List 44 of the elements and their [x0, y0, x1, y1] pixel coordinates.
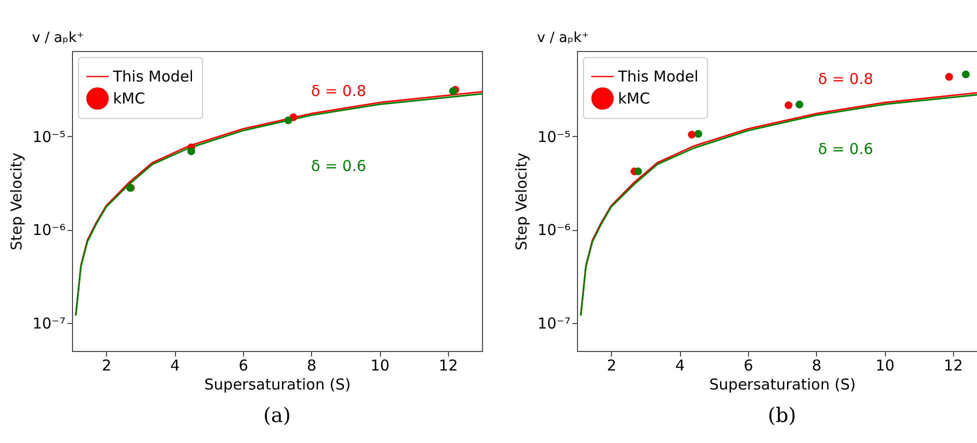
y-tick-label: 10⁻⁵: [32, 128, 66, 146]
x-tick-label: 2: [102, 356, 112, 374]
annotation: δ = 0.8: [818, 70, 874, 88]
annotation: δ = 0.6: [818, 140, 874, 158]
point: [784, 101, 792, 110]
text: v / aₚk⁺: [32, 30, 84, 46]
text: (a): [263, 403, 291, 427]
y-tick-label: 10⁻⁶: [537, 221, 570, 240]
point: [449, 87, 457, 95]
point: [796, 100, 804, 108]
x-tick-label: 4: [675, 356, 685, 374]
point: [688, 130, 696, 139]
point: [284, 116, 292, 124]
annotation: δ = 0.8: [311, 82, 366, 100]
x-tick-label: 10: [875, 356, 895, 374]
y-axis-title: Step Velocity: [7, 152, 26, 250]
x-tick-label: 10: [370, 356, 390, 374]
x-tick-label: 4: [170, 356, 180, 374]
x-axis-title: Supersaturation (S): [709, 376, 856, 394]
x-tick-label: 8: [306, 356, 316, 374]
legend-label: kMC: [113, 90, 146, 108]
y-tick-label: 10⁻⁷: [537, 314, 570, 332]
x-tick-label: 8: [812, 356, 822, 374]
y-tick-label: 10⁻⁶: [32, 221, 66, 240]
point: [187, 147, 196, 156]
point: [945, 73, 953, 81]
x-tick-label: 12: [944, 356, 963, 374]
x-axis-title: Supersaturation (S): [204, 376, 351, 394]
legend-label: kMC: [618, 90, 650, 108]
point: [962, 70, 970, 78]
legend-label: This Model: [112, 68, 194, 86]
y-tick-label: 10⁻⁵: [537, 128, 570, 146]
legend-label: This Model: [617, 68, 698, 86]
y-axis-title: Step Velocity: [512, 152, 530, 250]
y-tick-label: 10⁻⁷: [32, 314, 66, 332]
x-tick-label: 6: [238, 356, 248, 374]
point: [634, 168, 642, 176]
x-tick-label: 12: [438, 356, 458, 374]
annotation: δ = 0.6: [311, 157, 366, 175]
point: [694, 130, 702, 138]
text: (b): [768, 403, 796, 427]
x-tick-label: 6: [744, 356, 754, 374]
x-tick-label: 2: [606, 356, 616, 374]
text: v / aₚk⁺: [537, 30, 589, 46]
